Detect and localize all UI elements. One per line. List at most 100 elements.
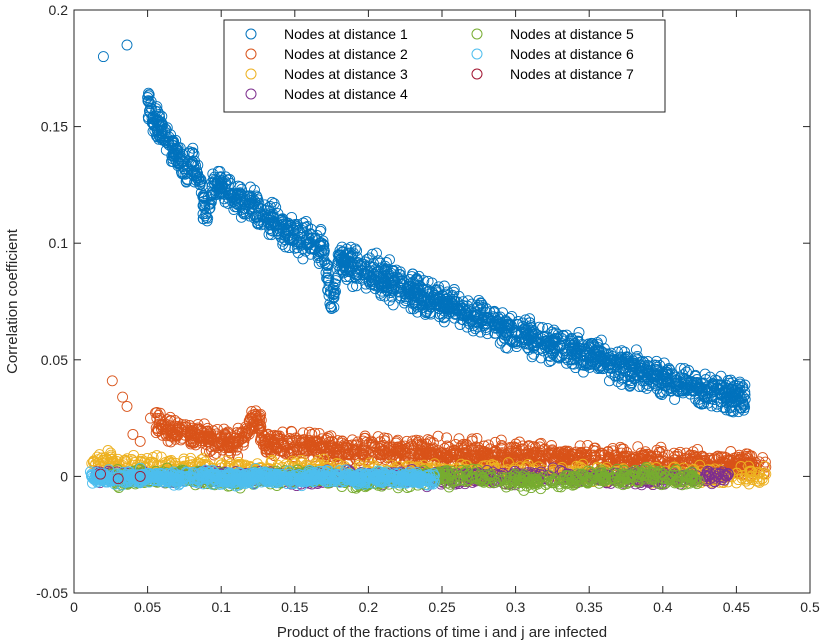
data-point	[396, 470, 408, 482]
data-point	[318, 442, 330, 454]
data-point	[164, 411, 176, 423]
data-point	[370, 474, 382, 486]
data-point	[155, 451, 167, 463]
data-point	[577, 470, 589, 482]
data-point	[403, 442, 415, 453]
data-point	[465, 470, 477, 482]
data-point	[129, 475, 141, 486]
data-point	[568, 479, 580, 490]
data-point	[289, 457, 301, 469]
data-point	[359, 430, 371, 442]
data-point	[745, 465, 757, 477]
data-point	[207, 468, 219, 480]
data-point	[649, 469, 661, 481]
data-point	[557, 448, 569, 460]
data-point	[671, 475, 683, 487]
data-point	[421, 473, 433, 485]
data-point	[504, 476, 515, 488]
data-point	[318, 470, 330, 482]
data-point	[495, 475, 507, 487]
data-point	[611, 472, 623, 484]
data-point	[311, 446, 323, 458]
data-point	[242, 473, 254, 485]
data-point	[201, 470, 212, 482]
data-point	[280, 458, 292, 470]
data-point	[758, 474, 770, 486]
data-point	[106, 375, 118, 387]
data-point	[466, 435, 478, 447]
data-point	[745, 470, 757, 482]
data-point	[308, 472, 320, 484]
data-point	[135, 455, 147, 467]
data-point	[465, 449, 477, 461]
data-point	[621, 446, 633, 458]
data-point	[410, 470, 422, 482]
data-point	[285, 425, 297, 437]
data-point	[495, 449, 507, 461]
data-point	[233, 467, 245, 478]
data-point	[407, 447, 419, 459]
data-point	[502, 457, 514, 469]
data-point	[171, 473, 183, 485]
data-point	[180, 426, 192, 438]
data-point	[156, 419, 168, 431]
data-point	[716, 470, 728, 482]
data-point	[534, 441, 546, 453]
data-point	[453, 433, 465, 445]
data-point	[701, 465, 713, 477]
data-point	[117, 391, 129, 403]
data-point	[86, 457, 98, 469]
data-point	[178, 453, 190, 465]
data-point	[583, 473, 595, 485]
data-point	[246, 412, 258, 424]
data-point	[186, 428, 198, 440]
data-point	[158, 471, 170, 483]
data-point	[545, 475, 557, 487]
data-point	[188, 467, 200, 479]
data-point	[466, 463, 478, 475]
data-point	[151, 450, 163, 462]
data-point	[343, 455, 355, 467]
data-point	[114, 471, 126, 483]
data-point	[218, 475, 230, 487]
data-point	[336, 241, 348, 253]
data-point	[639, 463, 651, 475]
data-point	[583, 454, 595, 466]
data-point	[443, 451, 455, 463]
data-point	[155, 468, 166, 480]
data-point	[524, 475, 536, 487]
data-point	[230, 438, 242, 450]
data-point	[598, 449, 610, 461]
data-point	[144, 457, 156, 468]
data-point	[686, 473, 698, 485]
data-point	[471, 464, 483, 476]
data-point	[501, 451, 513, 463]
data-point	[381, 432, 393, 444]
data-point	[507, 473, 519, 484]
data-point	[358, 442, 370, 454]
data-point	[655, 467, 667, 479]
data-point	[331, 471, 343, 483]
data-point	[390, 469, 402, 480]
data-point	[97, 454, 109, 466]
data-point	[253, 423, 265, 435]
data-point	[441, 477, 453, 489]
series-6-markers	[84, 462, 440, 492]
data-point	[427, 437, 439, 449]
data-point	[453, 470, 465, 482]
data-point	[145, 412, 156, 424]
data-point	[348, 473, 360, 485]
data-point	[646, 466, 658, 478]
data-point	[259, 438, 271, 450]
data-point	[202, 425, 214, 437]
data-point	[265, 448, 277, 460]
data-point	[542, 448, 554, 460]
data-point	[272, 430, 284, 442]
data-point	[331, 450, 343, 462]
data-point	[509, 474, 521, 486]
data-point	[553, 478, 565, 490]
data-point	[514, 436, 525, 448]
data-point	[753, 475, 765, 487]
data-point	[458, 448, 470, 459]
data-point	[567, 448, 579, 460]
